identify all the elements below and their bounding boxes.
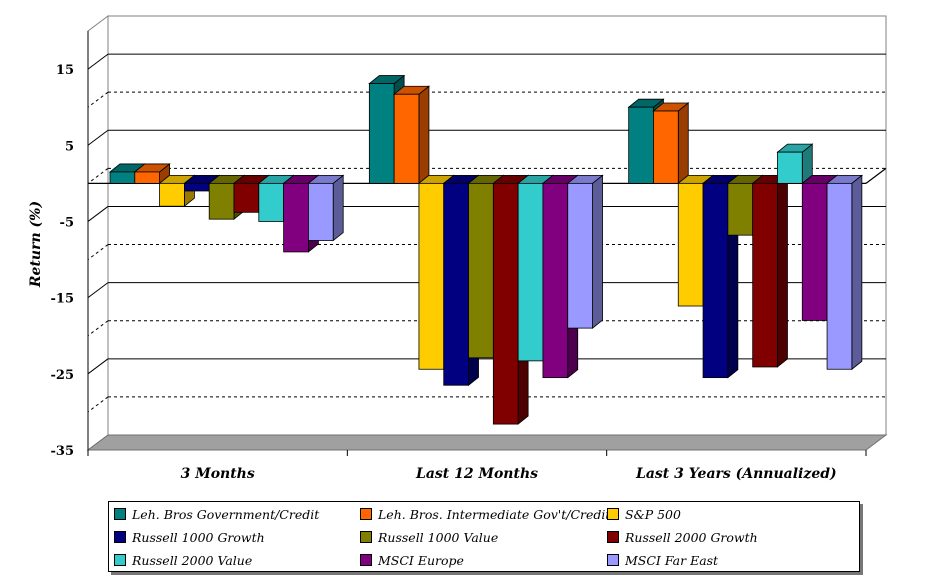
bar	[158, 174, 196, 208]
bar	[776, 143, 814, 185]
legend-label: Leh. Bros Government/Credit	[132, 506, 320, 522]
legend-item: S&P 500	[607, 505, 681, 523]
category-label: Last 12 Months	[415, 466, 538, 482]
y-axis-label: Return (%)	[28, 201, 44, 288]
category-label: 3 Months	[181, 466, 255, 482]
legend-swatch	[360, 531, 372, 543]
y-tick-label: -25	[51, 368, 75, 383]
legend-label: MSCI Europe	[378, 552, 464, 568]
gridline-side	[87, 282, 109, 299]
legend-label: Russell 1000 Growth	[132, 529, 265, 545]
legend: Leh. Bros Government/Credit Leh. Bros. In…	[108, 501, 860, 572]
y-tick-label: -15	[51, 292, 75, 307]
legend-item: MSCI Far East	[607, 551, 718, 569]
legend-item: Russell 2000 Value	[114, 551, 252, 569]
legend-label: Russell 2000 Growth	[625, 529, 758, 545]
legend-item: Russell 1000 Value	[360, 528, 498, 546]
y-tick-label: -5	[60, 215, 74, 230]
bar	[307, 174, 345, 242]
legend-swatch	[607, 531, 619, 543]
legend-label: Russell 2000 Value	[132, 552, 253, 568]
legend-swatch	[607, 554, 619, 566]
bar	[751, 174, 789, 368]
gridline-side	[87, 244, 109, 260]
legend-swatch	[114, 554, 126, 566]
legend-label: S&P 500	[625, 506, 681, 522]
legend-swatch	[114, 508, 126, 520]
gridline-side	[87, 396, 109, 413]
gridline-side	[87, 129, 109, 146]
gridline-side	[87, 53, 109, 70]
legend-swatch	[360, 554, 372, 566]
y-tick-label: 5	[65, 139, 74, 154]
gridline-side	[87, 358, 109, 375]
legend-item: Leh. Bros. Intermediate Gov't/Credit	[360, 505, 610, 523]
side-wall	[87, 15, 109, 451]
bar	[566, 174, 604, 329]
legend-label: Russell 1000 Value	[378, 529, 499, 545]
legend-swatch	[607, 508, 619, 520]
gridline-side	[87, 91, 109, 108]
legend-label: MSCI Far East	[625, 552, 719, 568]
gridline-side	[87, 167, 109, 184]
category-label: Last 3 Years (Annualized)	[635, 466, 837, 482]
bar	[652, 102, 690, 185]
gridline-side	[87, 206, 109, 222]
floor	[86, 434, 888, 451]
legend-swatch	[360, 508, 372, 520]
bar	[392, 85, 431, 185]
legend-item: MSCI Europe	[360, 551, 464, 569]
legend-swatch	[114, 531, 126, 543]
legend-item: Russell 2000 Growth	[607, 528, 758, 546]
legend-label: Leh. Bros. Intermediate Gov't/Credit	[378, 506, 611, 522]
gridline-side	[87, 320, 109, 337]
bar	[825, 174, 864, 371]
y-tick-label: -35	[51, 444, 75, 459]
legend-item: Russell 1000 Growth	[114, 528, 265, 546]
legend-item: Leh. Bros Government/Credit	[114, 505, 319, 523]
y-tick-label: 15	[56, 63, 74, 78]
